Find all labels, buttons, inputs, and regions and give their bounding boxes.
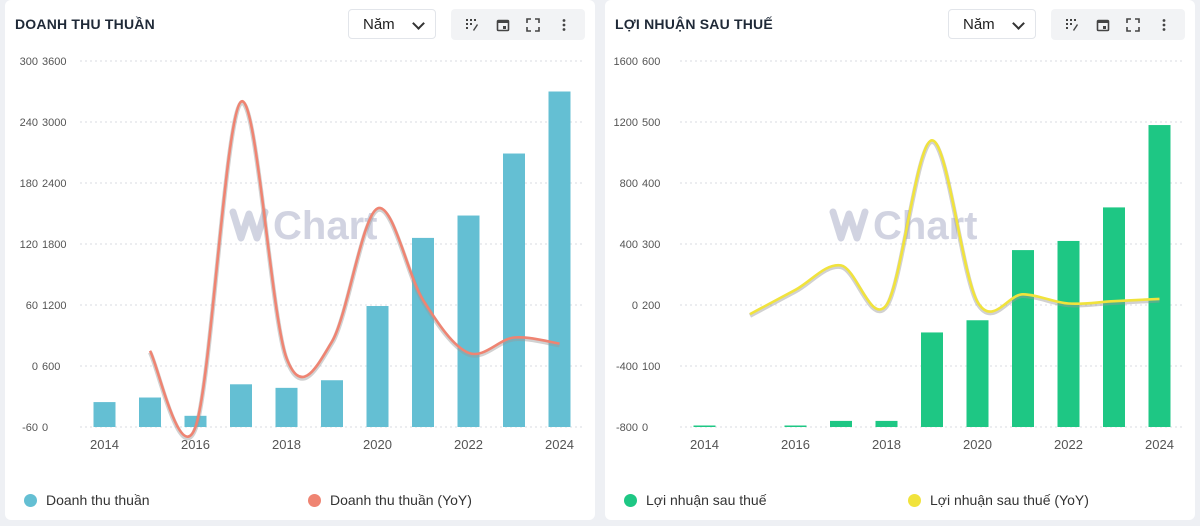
legend-dot-line (308, 493, 321, 507)
x-tick-label: 2024 (1145, 437, 1174, 452)
bar (1103, 207, 1125, 427)
x-tick-label: 2014 (90, 437, 119, 452)
chart-toolbar (451, 9, 585, 40)
legend-dot-bar (624, 493, 637, 507)
x-tick-label: 2018 (872, 437, 901, 452)
watermark-logo-icon (829, 208, 869, 242)
calendar-icon[interactable] (1093, 15, 1113, 35)
chart-type-icon[interactable] (1062, 15, 1082, 35)
calendar-icon[interactable] (493, 15, 513, 35)
y-right-tick-label: 1800 (42, 239, 66, 251)
fullscreen-icon[interactable] (1123, 15, 1143, 35)
bar (230, 384, 252, 427)
x-tick-label: 2020 (963, 437, 992, 452)
bar (1012, 250, 1034, 427)
legend-dot-line (908, 493, 921, 507)
y-left-tick-label: 1600 (614, 56, 638, 68)
bar (275, 387, 298, 427)
y-right-tick-label: 3600 (42, 56, 66, 68)
bar (93, 402, 116, 427)
y-left-tick-label: -400 (616, 361, 638, 373)
bar (412, 237, 434, 427)
y-left-tick-label: 0 (632, 300, 638, 312)
x-tick-label: 2022 (1054, 437, 1083, 452)
legend-item-line[interactable]: Lợi nhuận sau thuế (YoY) (908, 492, 1089, 508)
x-tick-label: 2014 (690, 437, 719, 452)
y-right-tick-label: 0 (642, 422, 648, 434)
chart-toolbar (1051, 9, 1185, 40)
profit-panel: LỢI NHUẬN SAU THUẾ Năm 1600 600 1200 500 800… (605, 0, 1195, 520)
x-tick-label: 2016 (181, 437, 210, 452)
panel-title: DOANH THU THUẦN (15, 16, 155, 32)
x-tick-label: 2022 (454, 437, 483, 452)
bar (366, 306, 389, 427)
watermark-text: Chart (273, 204, 377, 248)
y-left-tick-label: 120 (20, 239, 38, 251)
period-select[interactable]: Năm (348, 9, 436, 39)
legend-item-line[interactable]: Doanh thu thuần (YoY) (308, 492, 472, 508)
watermark: Chart (229, 204, 377, 248)
x-tick-label: 2024 (545, 437, 574, 452)
y-left-tick-label: 300 (20, 56, 38, 68)
bar (457, 215, 480, 427)
bar (830, 420, 852, 427)
legend-label-line: Lợi nhuận sau thuế (YoY) (930, 492, 1089, 508)
fullscreen-icon[interactable] (523, 15, 543, 35)
y-right-tick-label: 500 (642, 117, 660, 129)
y-left-tick-label: 180 (20, 178, 38, 190)
period-select-value: Năm (363, 15, 395, 33)
bar (921, 332, 943, 427)
bar (966, 320, 989, 427)
chart-type-icon[interactable] (462, 15, 482, 35)
y-right-tick-label: 100 (642, 361, 660, 373)
y-left-tick-label: -60 (22, 422, 38, 434)
panel-title: LỢI NHUẬN SAU THUẾ (615, 16, 773, 32)
legend-label-bar: Doanh thu thuần (46, 492, 150, 508)
bar (139, 397, 161, 427)
bar (548, 91, 571, 427)
y-left-tick-label: 240 (20, 117, 38, 129)
y-right-tick-label: 2400 (42, 178, 66, 190)
x-tick-label: 2016 (781, 437, 810, 452)
period-select[interactable]: Năm (948, 9, 1036, 39)
bar (1057, 240, 1080, 427)
bar (503, 153, 525, 427)
legend-dot-bar (24, 493, 37, 507)
revenue-chart: 300 3600 240 3000 180 2400 120 1800 60 1200 0 600 -6… (20, 56, 583, 452)
x-tick-label: 2020 (363, 437, 392, 452)
revenue-panel: DOANH THU THUẦN Năm 300 3600 240 3000 180 240… (5, 0, 595, 520)
legend-label-bar: Lợi nhuận sau thuế (646, 492, 767, 508)
more-options-icon[interactable] (1154, 15, 1174, 35)
legend-item-bar[interactable]: Lợi nhuận sau thuế (624, 492, 767, 508)
yoy-line (749, 138, 1160, 316)
more-options-icon[interactable] (554, 15, 574, 35)
y-right-tick-label: 600 (42, 361, 60, 373)
y-right-tick-label: 600 (642, 56, 660, 68)
bar (321, 380, 343, 427)
y-right-tick-label: 1200 (42, 300, 66, 312)
profit-chart: 1600 600 1200 500 800 400 400 300 0 200 -400 100 -80… (614, 56, 1183, 452)
y-left-tick-label: 0 (32, 361, 38, 373)
period-select-value: Năm (963, 15, 995, 33)
yoy-line (148, 100, 560, 438)
x-tick-label: 2018 (272, 437, 301, 452)
y-left-tick-label: 800 (620, 178, 638, 190)
watermark-logo-icon (229, 208, 269, 242)
y-left-tick-label: -800 (616, 422, 638, 434)
bar (875, 420, 898, 427)
legend-label-line: Doanh thu thuần (YoY) (330, 492, 472, 508)
y-left-tick-label: 400 (620, 239, 638, 251)
bar (184, 415, 207, 427)
bar (1148, 125, 1171, 428)
y-right-tick-label: 3000 (42, 117, 66, 129)
y-left-tick-label: 60 (26, 300, 38, 312)
bar (784, 425, 807, 427)
y-right-tick-label: 0 (42, 422, 48, 434)
y-left-tick-label: 1200 (614, 117, 638, 129)
y-right-tick-label: 200 (642, 300, 660, 312)
legend-item-bar[interactable]: Doanh thu thuần (24, 492, 150, 508)
bar (693, 425, 716, 427)
y-right-tick-label: 300 (642, 239, 660, 251)
y-right-tick-label: 400 (642, 178, 660, 190)
